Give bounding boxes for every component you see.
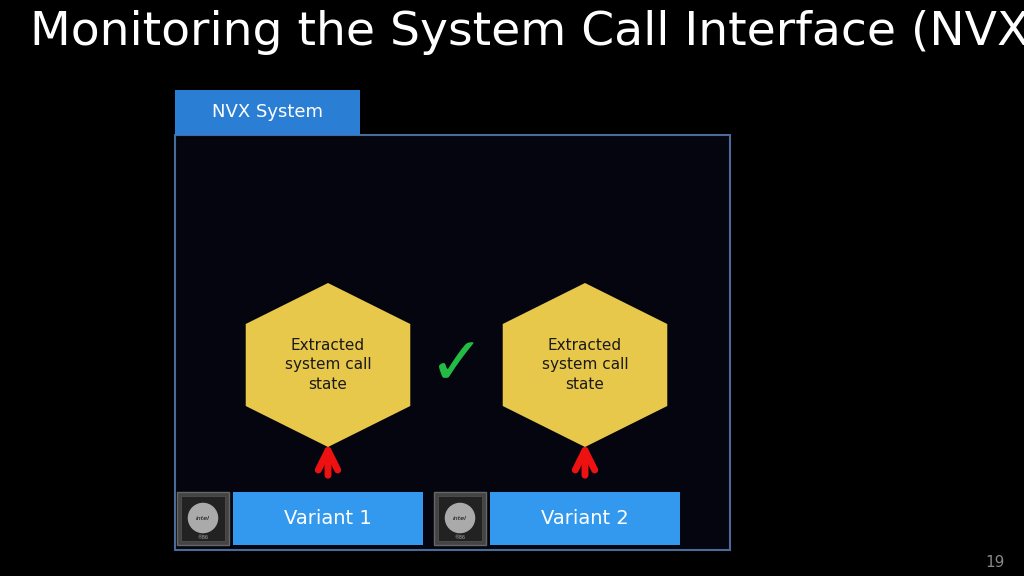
FancyBboxPatch shape — [181, 496, 225, 541]
Circle shape — [445, 503, 474, 533]
FancyBboxPatch shape — [434, 492, 486, 545]
FancyBboxPatch shape — [177, 492, 229, 545]
Text: intel: intel — [453, 516, 467, 521]
Polygon shape — [246, 283, 411, 447]
Text: intel: intel — [196, 516, 210, 521]
FancyBboxPatch shape — [233, 492, 423, 545]
FancyBboxPatch shape — [438, 496, 482, 541]
Text: Variant 2: Variant 2 — [541, 509, 629, 528]
Text: 19: 19 — [986, 555, 1005, 570]
FancyBboxPatch shape — [490, 492, 680, 545]
Text: Variant 1: Variant 1 — [284, 509, 372, 528]
Text: ✓: ✓ — [428, 332, 484, 398]
Text: Monitoring the System Call Interface (NVX): Monitoring the System Call Interface (NV… — [30, 10, 1024, 55]
Text: NVX System: NVX System — [212, 103, 323, 121]
FancyBboxPatch shape — [175, 90, 360, 135]
Text: ®86: ®86 — [198, 535, 209, 540]
Text: Extracted
system call
state: Extracted system call state — [542, 338, 629, 392]
FancyBboxPatch shape — [175, 135, 730, 550]
Polygon shape — [503, 283, 668, 447]
Text: Extracted
system call
state: Extracted system call state — [285, 338, 372, 392]
Circle shape — [188, 503, 217, 533]
Text: ®86: ®86 — [455, 535, 466, 540]
